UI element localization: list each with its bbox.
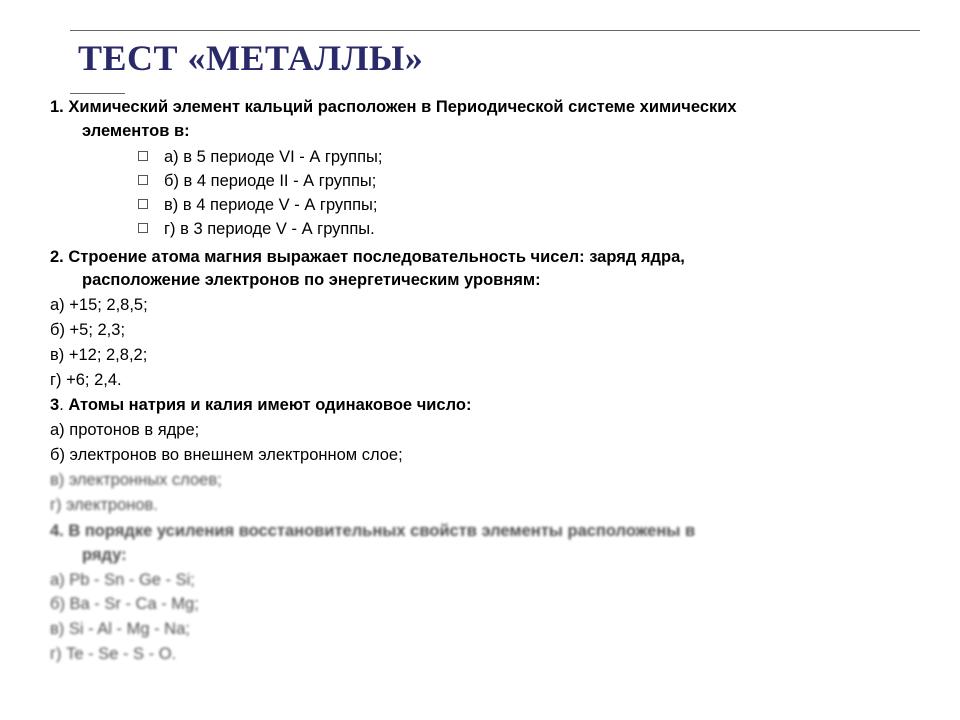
q1-option-d: г) в 3 периоде V - А группы.	[138, 218, 920, 242]
q3-stem-rest: . Атомы натрия и калия имеют одинаковое …	[59, 396, 471, 414]
q1-stem-line1: Химический элемент кальций расположен в …	[68, 98, 736, 116]
q2-option-a: а) +15; 2,8,5;	[50, 294, 920, 318]
q2-stem-line2: расположение электронов по энергетически…	[50, 271, 541, 289]
q4-stem: 4. В порядке усиления восстановительных …	[50, 520, 920, 568]
q2-option-c: в) +12; 2,8,2;	[50, 344, 920, 368]
q4-option-b: б) Ba - Sr - Ca - Mg;	[50, 593, 920, 617]
q3-stem: 3. Атомы натрия и калия имеют одинаковое…	[50, 394, 920, 418]
q2-option-d: г) +6; 2,4.	[50, 369, 920, 393]
rule-top	[70, 30, 920, 31]
q3-option-c: в) электронных слоев;	[50, 469, 920, 493]
q1-option-b: б) в 4 периоде II - А группы;	[138, 170, 920, 194]
page: ТЕСТ «МЕТАЛЛЫ» 1. Химический элемент кал…	[0, 0, 960, 697]
q4-option-c: в) Si - Al - Mg - Na;	[50, 618, 920, 642]
q4-option-d: г) Te - Se - S - O.	[50, 643, 920, 667]
q1-option-c: в) в 4 периоде V - А группы;	[138, 194, 920, 218]
q1-stem-line2: элементов в:	[50, 122, 190, 140]
rule-short	[70, 93, 125, 94]
q1-option-a: а) в 5 периоде VI - А группы;	[138, 146, 920, 170]
q2-stem-line1: Строение атома магния выражает последова…	[68, 248, 684, 266]
q4-stem-line1: 4. В порядке усиления восстановительных …	[50, 520, 920, 544]
q4-option-a: а) Pb - Sn - Ge - Si;	[50, 569, 920, 593]
content: 1. Химический элемент кальций расположен…	[50, 96, 920, 667]
q1-options: а) в 5 периоде VI - А группы; б) в 4 пер…	[138, 146, 920, 242]
q3-option-b: б) электронов во внешнем электронном сло…	[50, 444, 920, 468]
q1-stem: 1. Химический элемент кальций расположен…	[50, 96, 920, 144]
q3-number-and-stem: 3	[50, 396, 59, 414]
q2-number: 2.	[50, 248, 64, 266]
q3-option-d: г) электронов.	[50, 494, 920, 518]
page-title: ТЕСТ «МЕТАЛЛЫ»	[78, 37, 920, 79]
q4-stem-line2: ряду:	[50, 546, 127, 564]
q1-number: 1.	[50, 98, 64, 116]
q2-stem: 2. Строение атома магния выражает послед…	[50, 246, 920, 294]
q3-option-a: а) протонов в ядре;	[50, 419, 920, 443]
q2-option-b: б) +5; 2,3;	[50, 319, 920, 343]
